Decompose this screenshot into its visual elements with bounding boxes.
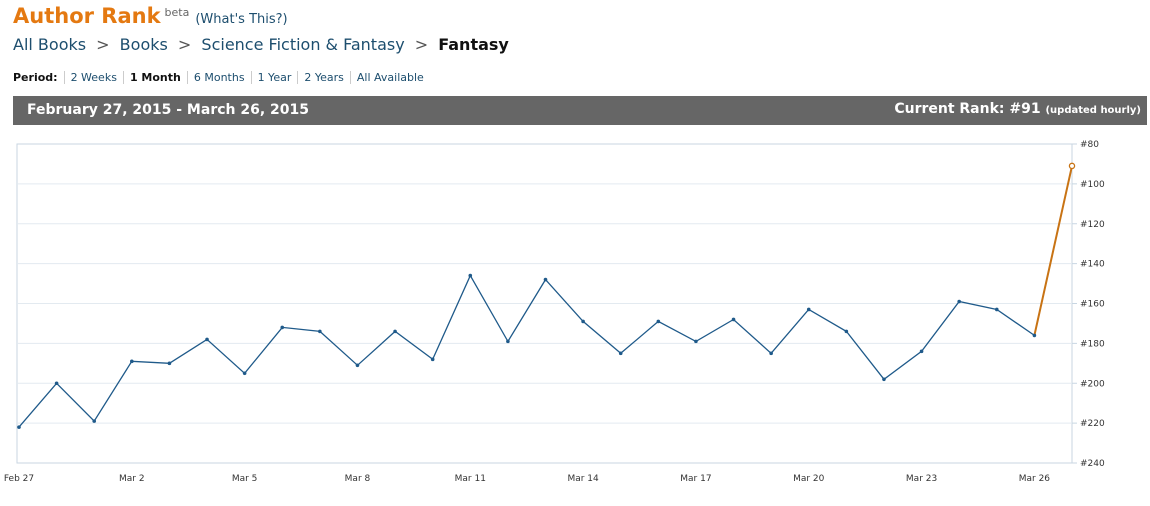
x-tick-label: Mar 2 xyxy=(119,474,145,484)
current-rank: Current Rank: #91 (updated hourly) xyxy=(894,101,1141,117)
y-tick-label: #200 xyxy=(1080,379,1105,389)
author-rank-line-chart: #80 #100 #120 #140 #160 #180 #200 #220 #240 Feb … xyxy=(4,140,1105,484)
data-point xyxy=(430,357,435,362)
x-tick-label: Mar 8 xyxy=(345,474,371,484)
data-point xyxy=(769,351,773,356)
period-option-2-weeks[interactable]: 2 Weeks xyxy=(63,71,123,84)
breadcrumb-separator: > xyxy=(414,35,429,54)
latest-rank-segment xyxy=(1033,165,1073,336)
breadcrumb-books[interactable]: Books xyxy=(119,35,168,54)
y-tick-label: #80 xyxy=(1080,140,1099,150)
data-point xyxy=(844,329,849,334)
data-point xyxy=(806,307,811,312)
data-point xyxy=(355,363,360,368)
data-point xyxy=(17,425,21,429)
period-label: Period: xyxy=(13,71,58,84)
breadcrumb: All Books > Books > Science Fiction & Fa… xyxy=(13,35,509,54)
breadcrumb-separator: > xyxy=(96,35,110,54)
page-title: Author Rank xyxy=(13,4,161,28)
y-tick-label: #220 xyxy=(1080,419,1105,429)
y-tick-label: #140 xyxy=(1080,260,1105,270)
x-tick-label: Mar 23 xyxy=(906,474,937,484)
title-row: Author Rank beta (What's This?) xyxy=(13,4,288,30)
data-point xyxy=(54,381,59,386)
y-tick-label: #180 xyxy=(1080,339,1105,349)
current-rank-point xyxy=(1068,162,1076,170)
current-rank-label: Current Rank: #91 xyxy=(894,101,1041,117)
data-point xyxy=(882,377,886,382)
data-point xyxy=(694,339,698,344)
date-range: February 27, 2015 - March 26, 2015 xyxy=(27,102,309,118)
data-point xyxy=(957,299,961,304)
period-option-1-month[interactable]: 1 Month xyxy=(122,71,187,84)
y-axis-labels: #80 #100 #120 #140 #160 #180 #200 #220 #240 xyxy=(1080,140,1105,469)
y-tick-label: #100 xyxy=(1080,180,1105,190)
breadcrumb-scifi-fantasy[interactable]: Science Fiction & Fantasy xyxy=(201,35,405,54)
period-option-all-available[interactable]: All Available xyxy=(349,71,430,84)
data-point xyxy=(130,359,134,364)
grid-lines xyxy=(17,143,1077,464)
x-tick-label: Mar 14 xyxy=(567,474,599,484)
data-point xyxy=(919,349,924,354)
data-point xyxy=(543,277,548,282)
data-point xyxy=(167,361,172,366)
breadcrumb-current: Fantasy xyxy=(438,35,509,54)
rank-line xyxy=(18,274,1035,428)
data-point xyxy=(656,319,661,324)
data-point xyxy=(581,319,585,324)
x-axis-labels: Feb 27 Mar 2 Mar 5 Mar 8 Mar 11 Mar 14 Mar 17 M… xyxy=(4,474,1050,484)
x-tick-label: Mar 5 xyxy=(232,474,258,484)
summary-bar: February 27, 2015 - March 26, 2015 Curre… xyxy=(13,96,1147,125)
x-tick-label: Mar 17 xyxy=(680,474,711,484)
y-tick-label: #160 xyxy=(1080,300,1105,310)
period-option-1-year[interactable]: 1 Year xyxy=(250,71,298,84)
data-point xyxy=(1032,333,1037,338)
x-tick-label: Mar 20 xyxy=(793,474,825,484)
period-selector: Period: 2 Weeks 1 Month 6 Months 1 Year … xyxy=(13,71,430,84)
data-point xyxy=(731,317,736,322)
data-point xyxy=(280,325,285,330)
data-point xyxy=(468,273,473,278)
rank-series xyxy=(17,162,1076,429)
data-point xyxy=(205,337,209,342)
y-tick-label: #120 xyxy=(1080,220,1105,230)
data-point xyxy=(92,419,97,423)
data-point xyxy=(618,351,623,356)
beta-badge: beta xyxy=(164,6,190,19)
updated-hourly-note: (updated hourly) xyxy=(1045,105,1141,116)
x-tick-label: Mar 26 xyxy=(1019,474,1051,484)
x-tick-label: Feb 27 xyxy=(4,474,34,484)
period-option-6-months[interactable]: 6 Months xyxy=(186,71,251,84)
whats-this-link[interactable]: (What's This?) xyxy=(195,12,288,27)
data-point xyxy=(506,339,510,344)
breadcrumb-separator: > xyxy=(177,35,192,54)
data-point xyxy=(393,329,397,334)
x-tick-label: Mar 11 xyxy=(455,474,486,484)
breadcrumb-all-books[interactable]: All Books xyxy=(13,35,87,54)
data-point xyxy=(242,371,247,376)
period-option-2-years[interactable]: 2 Years xyxy=(297,71,350,84)
y-tick-label: #240 xyxy=(1080,459,1105,469)
data-point xyxy=(318,329,322,334)
data-point xyxy=(994,307,999,312)
